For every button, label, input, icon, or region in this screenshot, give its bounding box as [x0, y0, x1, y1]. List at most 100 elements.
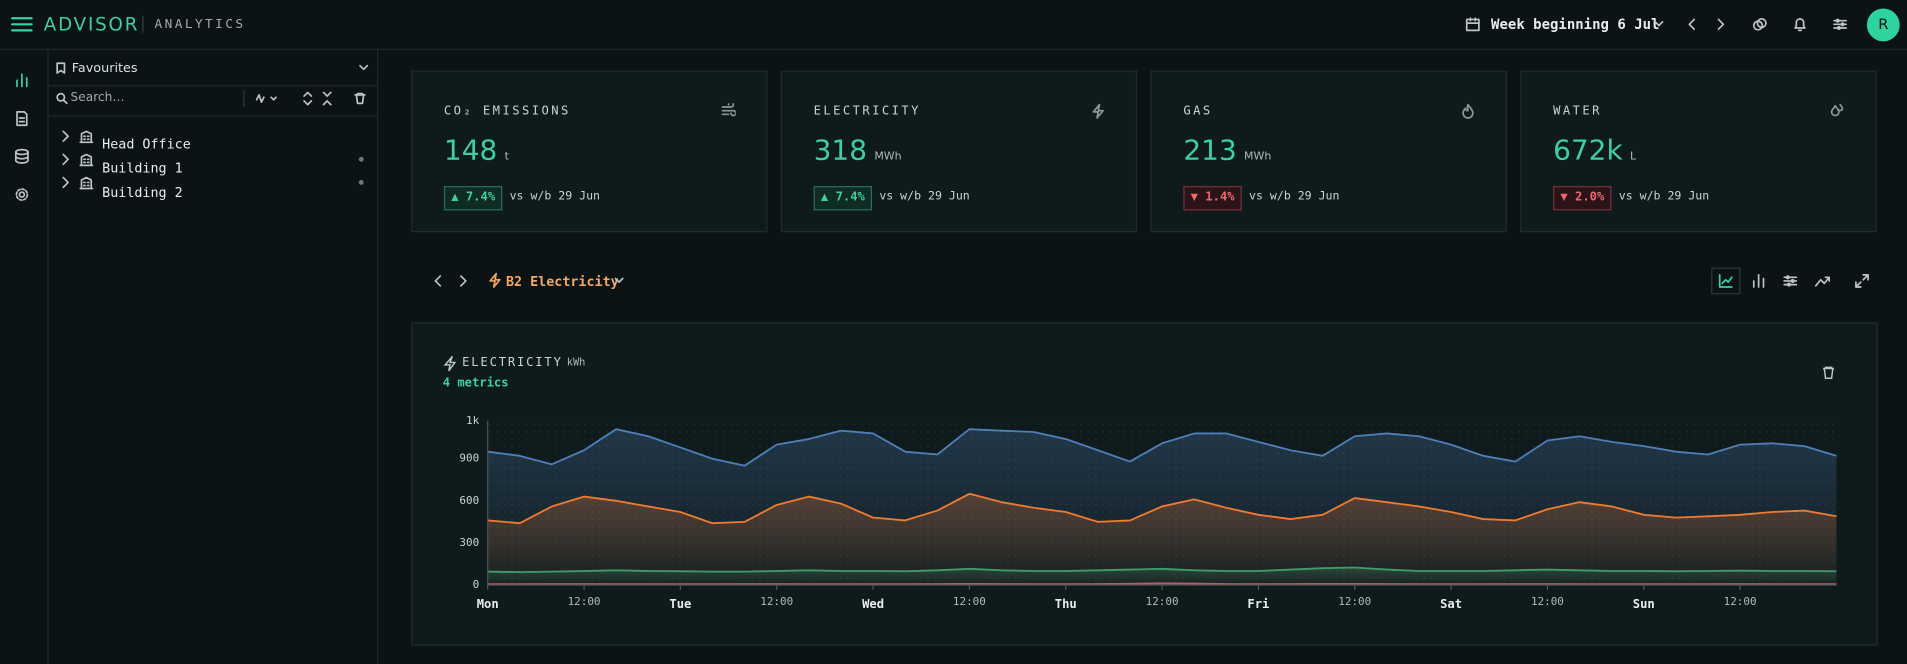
series-line	[487, 582, 1837, 586]
kpi-card: GAS 213 MWh ▼ 1.4% vs w/b 29 Jun	[1150, 70, 1507, 233]
status-dot	[358, 156, 364, 162]
tree-item[interactable]: Head Office	[102, 136, 191, 153]
brand[interactable]: ADVISOR	[43, 13, 140, 36]
fullscreen[interactable]	[1855, 274, 1870, 289]
building-icon	[79, 130, 94, 144]
kpi-change: ▼ 1.4%	[1183, 186, 1242, 211]
y-tick-label: 900	[459, 452, 479, 465]
kpi-value: 213 MWh	[1183, 135, 1271, 167]
kpi-icon	[1830, 103, 1844, 117]
kpi-value: 672k L	[1553, 135, 1636, 167]
x-tick-label: Mon	[477, 597, 499, 611]
prev-week[interactable]	[1687, 18, 1697, 31]
tree-item[interactable]: Building 2	[102, 184, 183, 201]
series-area	[487, 567, 1837, 585]
y-tick-label: 1k	[466, 414, 480, 427]
y-tick-label: 300	[459, 536, 479, 549]
chart-unit: kWh	[567, 356, 586, 368]
expand-all[interactable]	[303, 91, 313, 106]
kpi-card: WATER 672k L ▼ 2.0% vs w/b 29 Jun	[1520, 70, 1877, 233]
kpi-number: 672k	[1553, 134, 1623, 167]
tree-item[interactable]: Building 1	[102, 160, 183, 177]
data-nav[interactable]	[14, 148, 30, 164]
series-line	[487, 566, 1837, 574]
bar-view[interactable]	[1751, 274, 1766, 289]
kpi-number: 318	[813, 134, 868, 167]
next-metric[interactable]	[459, 275, 469, 287]
kpi-number: 148	[443, 134, 498, 167]
search-input[interactable]: Search…	[70, 91, 125, 105]
delete-button[interactable]	[354, 92, 366, 105]
tree-expand[interactable]	[61, 153, 71, 166]
line-view[interactable]	[1718, 274, 1733, 289]
kpi-value: 318 MWh	[814, 135, 902, 167]
tree-expand[interactable]	[61, 130, 71, 142]
kpi-compare: vs w/b 29 Jun	[509, 189, 601, 204]
kpi-number: 213	[1183, 134, 1237, 167]
bookmark-icon	[56, 62, 66, 74]
search-icon	[56, 92, 68, 105]
collapse-all[interactable]	[322, 91, 332, 106]
notifications-button[interactable]	[1793, 17, 1808, 32]
kpi-compare: vs w/b 29 Jun	[1249, 189, 1340, 204]
x-tick-label: 12:00	[760, 595, 793, 608]
kpi-label: WATER	[1553, 104, 1602, 118]
kpi-unit: t	[504, 150, 509, 163]
x-tick-label: 12:00	[1146, 595, 1179, 608]
week-selector[interactable]: Week beginning 6 Jul	[1491, 15, 1660, 33]
stack-view[interactable]	[1783, 274, 1798, 289]
x-tick-label: 12:00	[1724, 595, 1757, 608]
kpi-icon	[1462, 103, 1474, 119]
chart-title: ELECTRICITY	[462, 355, 563, 369]
kpi-icon	[1092, 103, 1104, 119]
link-button[interactable]	[1752, 17, 1768, 32]
x-tick-label: Sun	[1633, 597, 1655, 611]
kpi-unit: MWh	[1244, 150, 1272, 163]
building-icon	[79, 153, 94, 167]
settings-nav[interactable]	[15, 187, 30, 202]
next-week[interactable]	[1716, 18, 1726, 31]
prev-metric[interactable]	[433, 275, 443, 287]
line-view-active[interactable]	[1711, 267, 1741, 295]
trend-view[interactable]	[1814, 274, 1831, 289]
reports-nav[interactable]	[15, 111, 30, 127]
x-tick-label: Sat	[1440, 597, 1462, 611]
metric-dropdown[interactable]	[614, 276, 624, 286]
metric-filter[interactable]	[255, 92, 279, 104]
tree-expand[interactable]	[61, 176, 71, 189]
favourites[interactable]: Favourites	[71, 60, 138, 76]
kpi-label: GAS	[1183, 104, 1213, 118]
building-icon	[79, 176, 94, 190]
sidebar-border	[377, 49, 379, 664]
x-tick-label: 12:00	[1531, 595, 1564, 608]
favourites-toggle[interactable]	[359, 63, 369, 73]
kpi-card: ELECTRICITY 318 MWh ▲ 7.4% vs w/b 29 Jun	[780, 70, 1138, 233]
remove-chart[interactable]	[1823, 366, 1835, 379]
menu-button[interactable]	[11, 16, 33, 33]
calendar-icon	[1465, 17, 1480, 32]
section: ANALYTICS	[154, 17, 246, 32]
series-area	[487, 493, 1837, 585]
metric-selector[interactable]: B2 Electricity	[505, 273, 619, 290]
x-tick-label: Tue	[669, 597, 691, 611]
x-tick-label: 12:00	[1338, 595, 1371, 608]
x-tick-label: Wed	[862, 597, 884, 611]
kpi-icon	[721, 103, 736, 117]
week-dropdown[interactable]	[1654, 19, 1664, 29]
kpi-change: ▲ 7.4%	[443, 186, 503, 211]
chart-subtitle: 4 metrics	[443, 376, 509, 390]
settings-button[interactable]	[1833, 17, 1848, 32]
kpi-value: 148 t	[444, 135, 509, 167]
x-tick-label: 12:00	[953, 595, 986, 608]
x-tick-label: Thu	[1055, 597, 1077, 611]
analytics-nav[interactable]	[15, 73, 30, 88]
divider	[48, 85, 378, 87]
divider	[243, 89, 245, 108]
kpi-compare: vs w/b 29 Jun	[879, 189, 970, 204]
kpi-change: ▼ 2.0%	[1553, 186, 1612, 211]
kpi-unit: L	[1629, 150, 1637, 163]
avatar[interactable]: R	[1866, 8, 1900, 42]
